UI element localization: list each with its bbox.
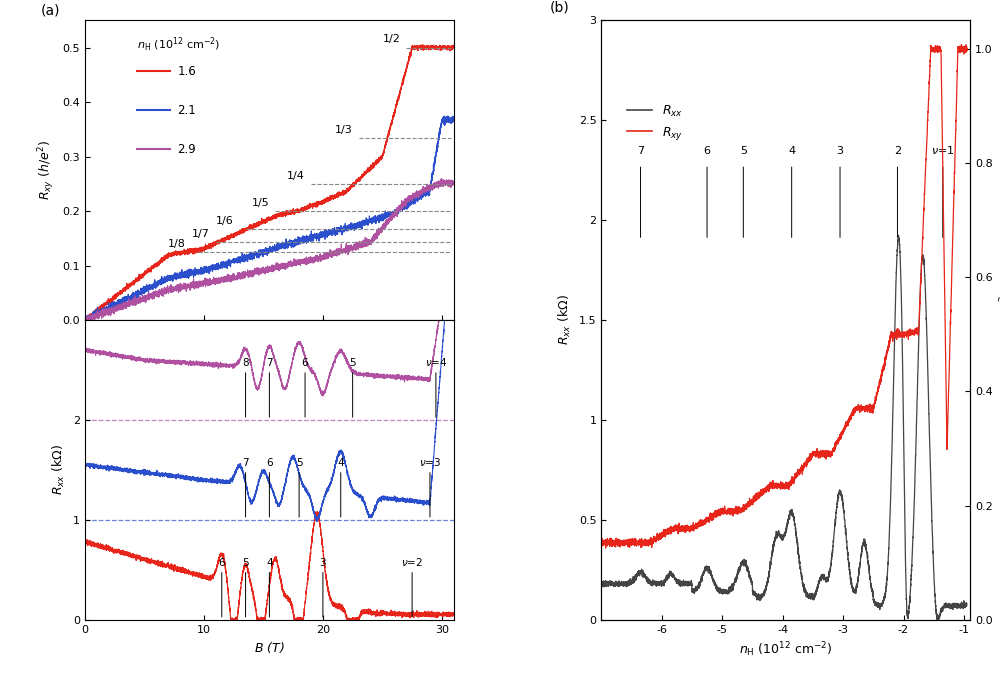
Text: 1/4: 1/4 xyxy=(287,171,305,180)
Text: 5: 5 xyxy=(242,558,249,568)
Text: $n_{\mathrm{H}}$ (10$^{12}$ cm$^{-2}$): $n_{\mathrm{H}}$ (10$^{12}$ cm$^{-2}$) xyxy=(137,35,220,54)
Text: 6: 6 xyxy=(704,146,711,156)
Text: (b): (b) xyxy=(550,1,569,14)
Y-axis label: $R_{xx}$ (k$\Omega$): $R_{xx}$ (k$\Omega$) xyxy=(557,295,573,345)
Text: 6: 6 xyxy=(218,558,225,568)
Text: 1.6: 1.6 xyxy=(177,65,196,78)
Text: 7: 7 xyxy=(266,358,273,368)
Text: 3: 3 xyxy=(837,146,844,156)
Legend: $R_{xx}$, $R_{xy}$: $R_{xx}$, $R_{xy}$ xyxy=(622,99,688,147)
Text: $\nu$=4: $\nu$=4 xyxy=(425,356,447,368)
Text: 1/5: 1/5 xyxy=(252,198,269,208)
Text: 4: 4 xyxy=(266,558,273,568)
Y-axis label: $R_{xy}$ ($h/e^2$): $R_{xy}$ ($h/e^2$) xyxy=(998,290,1000,350)
Text: 2.1: 2.1 xyxy=(177,104,196,117)
Text: 1/7: 1/7 xyxy=(192,229,210,239)
Text: 6: 6 xyxy=(302,358,308,368)
Text: 5: 5 xyxy=(349,358,356,368)
Text: 1/6: 1/6 xyxy=(216,216,234,226)
Text: 5: 5 xyxy=(740,146,747,156)
Y-axis label: $R_{xy}$ ($h/e^2$): $R_{xy}$ ($h/e^2$) xyxy=(36,140,57,200)
Text: $\nu$=1: $\nu$=1 xyxy=(931,144,955,156)
X-axis label: $n_{\mathrm{H}}$ (10$^{12}$ cm$^{-2}$): $n_{\mathrm{H}}$ (10$^{12}$ cm$^{-2}$) xyxy=(739,640,832,659)
Text: 7: 7 xyxy=(637,146,644,156)
Text: 1/8: 1/8 xyxy=(168,239,186,249)
Text: 5: 5 xyxy=(296,458,302,468)
X-axis label: $B$ (T): $B$ (T) xyxy=(254,640,285,655)
Y-axis label: $R_{xx}$ (k$\Omega$): $R_{xx}$ (k$\Omega$) xyxy=(51,445,67,495)
Text: 4: 4 xyxy=(337,458,344,468)
Text: (a): (a) xyxy=(41,3,60,18)
Text: 6: 6 xyxy=(266,458,273,468)
Text: $\nu$=2: $\nu$=2 xyxy=(401,556,423,568)
Text: 3: 3 xyxy=(320,558,326,568)
Text: 4: 4 xyxy=(788,146,795,156)
Text: 7: 7 xyxy=(242,458,249,468)
Text: 2: 2 xyxy=(894,146,901,156)
Text: 8: 8 xyxy=(242,358,249,368)
Text: 1/3: 1/3 xyxy=(335,125,353,136)
Text: 2.9: 2.9 xyxy=(177,143,196,156)
Text: $\nu$=3: $\nu$=3 xyxy=(419,456,441,468)
Text: 1/2: 1/2 xyxy=(382,35,400,44)
